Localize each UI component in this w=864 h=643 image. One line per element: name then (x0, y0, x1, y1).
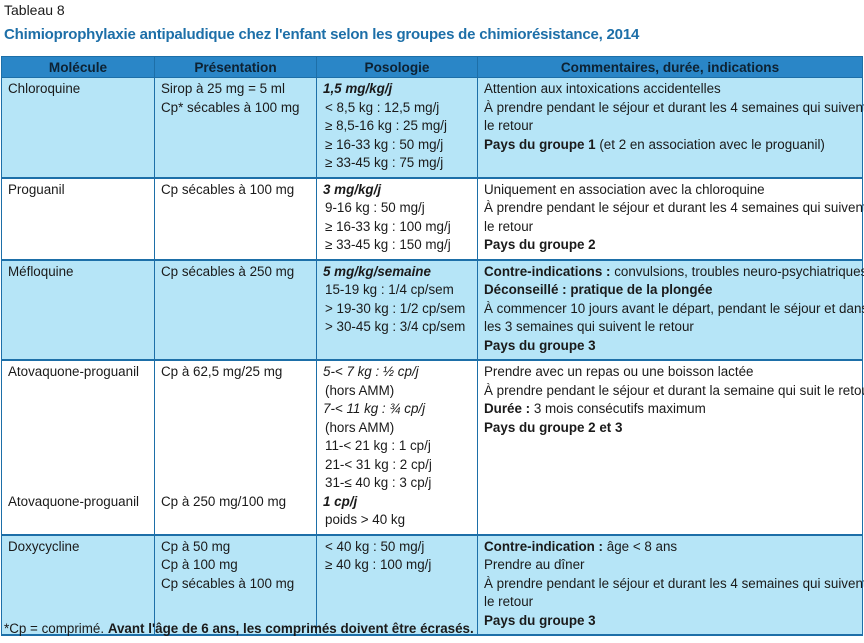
molecule-cell: Chloroquine (1, 77, 155, 179)
posologie-cell: 3 mg/kg/j 9-16 kg : 50 mg/j ≥ 16-33 kg :… (316, 177, 478, 261)
header-presentation: Présentation (154, 56, 317, 78)
comments-cell: Contre-indication : âge < 8 ans Prendre … (477, 534, 864, 636)
presentation-cell: Sirop à 25 mg = 5 ml Cp* sécables à 100 … (154, 77, 317, 179)
table-row: Proguanil Cp sécables à 100 mg 3 mg/kg/j… (1, 177, 864, 261)
table-row: Doxycycline Cp à 50 mg Cp à 100 mg Cp sé… (1, 534, 864, 636)
table-row: Méfloquine Cp sécables à 250 mg 5 mg/kg/… (1, 259, 864, 361)
comments-cell: Uniquement en association avec la chloro… (477, 177, 864, 261)
comments-cell: Prendre avec un repas ou une boisson lac… (477, 360, 864, 536)
chemoprophylaxis-table: Molécule Présentation Posologie Commenta… (1, 56, 864, 636)
header-posologie: Posologie (316, 56, 478, 78)
molecule-cell: Proguanil (1, 177, 155, 261)
presentation-cell: Cp à 50 mg Cp à 100 mg Cp sécables à 100… (154, 534, 317, 636)
molecule-cell: Doxycycline (1, 534, 155, 636)
footnote: *Cp = comprimé. Avant l'âge de 6 ans, le… (4, 621, 474, 636)
presentation-cell: Cp sécables à 100 mg (154, 177, 317, 261)
comments-cell: Attention aux intoxications accidentelle… (477, 77, 864, 179)
posologie-cell: 5-< 7 kg : ½ cp/j (hors AMM) 7-< 11 kg :… (316, 360, 478, 536)
header-comments: Commentaires, durée, indications (477, 56, 863, 78)
header-molecule: Molécule (1, 56, 155, 78)
table-row: Chloroquine Sirop à 25 mg = 5 ml Cp* séc… (1, 77, 864, 179)
posologie-cell: < 40 kg : 50 mg/j ≥ 40 kg : 100 mg/j (316, 534, 478, 636)
header-row: Molécule Présentation Posologie Commenta… (1, 56, 863, 78)
posologie-cell: 5 mg/kg/semaine 15-19 kg : 1/4 cp/sem > … (316, 259, 478, 361)
comments-cell: Contre-indications : convulsions, troubl… (477, 259, 864, 361)
presentation-cell: Cp à 62,5 mg/25 mg Cp à 250 mg/100 mg (154, 360, 317, 536)
table-row: Atovaquone-proguanil Atovaquone-proguani… (1, 360, 864, 536)
table-title: Chimioprophylaxie antipaludique chez l'e… (4, 26, 640, 43)
molecule-cell: Méfloquine (1, 259, 155, 361)
presentation-cell: Cp sécables à 250 mg (154, 259, 317, 361)
table-caption: Tableau 8 (4, 2, 65, 18)
molecule-cell: Atovaquone-proguanil Atovaquone-proguani… (1, 360, 155, 536)
posologie-cell: 1,5 mg/kg/j < 8,5 kg : 12,5 mg/j ≥ 8,5-1… (316, 77, 478, 179)
